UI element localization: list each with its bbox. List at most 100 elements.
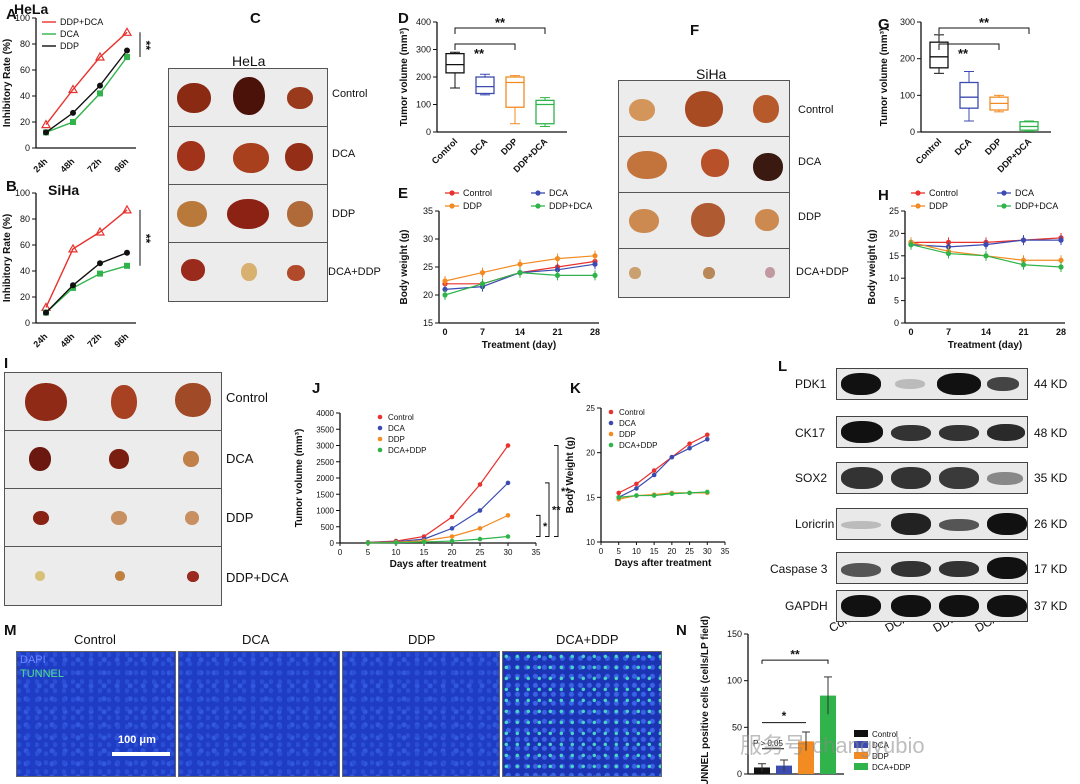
blot-name-pdk1: PDK1 [795, 377, 827, 391]
significance-bracket [545, 482, 550, 537]
panel-letter-l: L [778, 358, 788, 375]
i-row-ddp: DDP [226, 510, 254, 525]
y-tick-label: 4000 [316, 409, 334, 418]
x-tick-label: 48h [58, 331, 76, 349]
y-tick-label: 60 [20, 240, 30, 250]
data-point [1020, 262, 1027, 268]
blot-name-gapdh: GAPDH [785, 599, 828, 613]
series-line [367, 445, 509, 543]
panel-letter-g: G [878, 16, 890, 33]
legend-label: DCA [1015, 188, 1034, 198]
blot-row-pdk1 [836, 368, 1028, 400]
data-point [687, 441, 692, 447]
f-row-ddp: DDP [798, 211, 822, 223]
x-axis-title: Treatment (day) [482, 340, 556, 351]
x-tick-label: 0 [442, 327, 447, 337]
data-point [97, 90, 103, 97]
y-tick-label: 60 [20, 65, 30, 75]
panel-letter-i: I [4, 355, 9, 372]
y-tick-label: 10 [586, 538, 595, 547]
y-tick-label: 100 [15, 13, 30, 23]
data-point [124, 249, 130, 256]
micro-title-ddp: DDP [408, 632, 436, 647]
box-body [445, 52, 465, 74]
blot-row-ck17 [836, 416, 1028, 448]
y-tick-label: 500 [321, 523, 335, 532]
photo-i-ddpdca [4, 546, 222, 606]
data-point [687, 490, 692, 496]
y-axis-title: TUNNEL positive cells (cells/LP field) [700, 616, 711, 784]
y-axis-title: Body weight (g) [399, 230, 410, 305]
data-point [669, 491, 675, 497]
significance-label: * [543, 521, 548, 533]
y-tick-label: 100 [15, 188, 30, 198]
significance-label: ** [139, 234, 153, 244]
y-tick-label: 0 [25, 143, 30, 153]
photo-c-control [168, 68, 328, 128]
x-tick-label: DDP [983, 136, 1004, 157]
panel-letter-f: F [690, 22, 700, 39]
watermark-text: 服务号 changyubio [740, 733, 925, 758]
i-row-ddpdca: DDP+DCA [226, 570, 289, 585]
data-point [687, 445, 692, 451]
photo-f-control [618, 80, 790, 138]
x-tick-label: 72h [85, 331, 103, 349]
micro-image-ddp [342, 651, 500, 777]
data-point [477, 536, 483, 542]
x-axis-title: Days after treatment [615, 558, 712, 569]
x-tick-label: 10 [392, 548, 401, 557]
blot-kd-gapdh: 37 KD [1034, 599, 1068, 613]
x-tick-label: 28 [1056, 327, 1066, 337]
chart-n-tunnel-bars: 0 50 100 150 TUNNEL positive cells (cells/LP… [700, 616, 910, 784]
series-line-ddp+dca [45, 209, 128, 308]
c-row-ddp: DDP [332, 208, 356, 220]
y-tick-label: 0 [737, 769, 742, 779]
data-point [651, 493, 657, 498]
data-point [505, 513, 511, 518]
x-tick-label: 0 [338, 548, 343, 557]
y-tick-label: 35 [423, 206, 433, 216]
significance-bracket [938, 43, 1000, 50]
series-line [618, 438, 708, 498]
x-tick-label: 7 [946, 327, 951, 337]
blot-name-ck17: CK17 [795, 426, 826, 440]
data-point [592, 261, 598, 267]
y-tick-label: 20 [423, 290, 433, 300]
significance-label: ** [495, 15, 506, 30]
x-tick-label: 96h [112, 331, 130, 349]
blot-row-gapdh [836, 590, 1028, 622]
chart-d-tumor-volume: 0 100 200 300 400 Tumor volume (mm³) Control DC… [399, 15, 567, 174]
chart-b-siha-inhibitory: 0 20 40 60 80 100 Inhibitory Rate (%) 24h 48h 72h… [2, 182, 153, 349]
series-line [618, 434, 708, 494]
blot-row-caspase3 [836, 552, 1028, 584]
y-tick-label: 5 [894, 296, 899, 306]
legend-label: DCA [872, 741, 890, 750]
photo-c-dcaddp [168, 242, 328, 302]
bar-ddp [798, 741, 814, 774]
panel-letter-k: K [570, 380, 581, 397]
legend-label: DDP+DCA [549, 201, 592, 211]
box-body [475, 76, 495, 95]
micro-image-dcaddp [502, 651, 662, 777]
box-body [929, 41, 949, 69]
photo-i-dca [4, 430, 222, 490]
legend-marker [377, 436, 383, 442]
data-point [704, 432, 710, 438]
legend-marker [449, 190, 455, 196]
legend-swatch [854, 741, 868, 748]
data-point [121, 27, 133, 36]
y-tick-label: 15 [586, 493, 595, 502]
series-line-dca [45, 265, 128, 314]
chart-a-hela-inhibitory: 0 20 40 60 80 100 Inhibitory Rate (%) 24h 48h 72h… [2, 1, 153, 174]
y-tick-label: 0 [330, 539, 335, 548]
x-tick-label: 96h [112, 156, 130, 174]
micro-title-control: Control [74, 632, 116, 647]
legend-swatch [854, 730, 868, 737]
box-body [535, 99, 555, 125]
data-point [97, 270, 103, 277]
box-body [959, 81, 979, 109]
y-tick-label: 40 [20, 266, 30, 276]
y-tick-label: 2000 [316, 474, 334, 483]
y-tick-label: 100 [900, 90, 915, 100]
panel-letter-a: A [6, 6, 17, 23]
